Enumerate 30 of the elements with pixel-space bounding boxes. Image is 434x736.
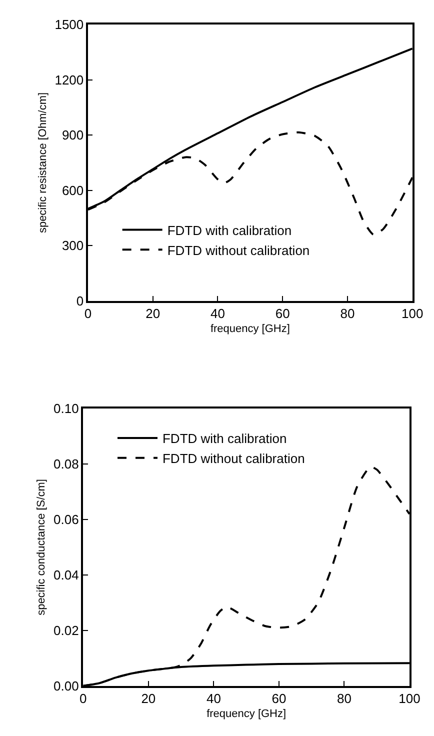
x-tick-label: 100 [398,691,420,706]
x-tick-label: 40 [206,691,221,706]
x-axis-title: frequency [GHz] [210,322,290,335]
y-axis-title: specific resistance [Ohm/cm] [36,92,49,234]
y-tick-label: 0.04 [54,568,79,583]
y-tick-label: 0.08 [54,456,79,472]
x-tick-label: 60 [275,306,290,322]
y-tick-label: 0.10 [54,401,79,416]
y-tick-label: 900 [62,128,84,143]
x-tick-label: 80 [340,306,355,322]
y-tick-label: 1500 [54,17,84,32]
y-tick-label: 0.02 [54,622,79,638]
x-tick-label: 100 [402,306,424,322]
y-tick-label: 0.06 [54,512,79,528]
legend-label: FDTD without calibration [162,450,305,466]
y-tick-label: 0.00 [54,678,79,694]
x-tick-label: 40 [210,306,225,322]
x-tick-label: 20 [141,691,156,706]
x-tick-label: 60 [272,691,286,706]
x-axis-title: frequency [GHz] [206,708,286,720]
legend-label: FDTD with calibration [162,431,287,446]
y-tick-label: 300 [62,238,84,254]
legend-label: FDTD without calibration [167,242,310,258]
y-tick-label: 1200 [54,72,84,88]
legend-label: FDTD with calibration [167,222,292,238]
y-tick-label: 0 [76,293,84,308]
x-tick-label: 80 [336,691,352,706]
x-tick-label: 20 [146,306,160,322]
y-tick-label: 600 [62,182,84,198]
y-axis-title: specific conductance [S/cm] [36,479,48,616]
